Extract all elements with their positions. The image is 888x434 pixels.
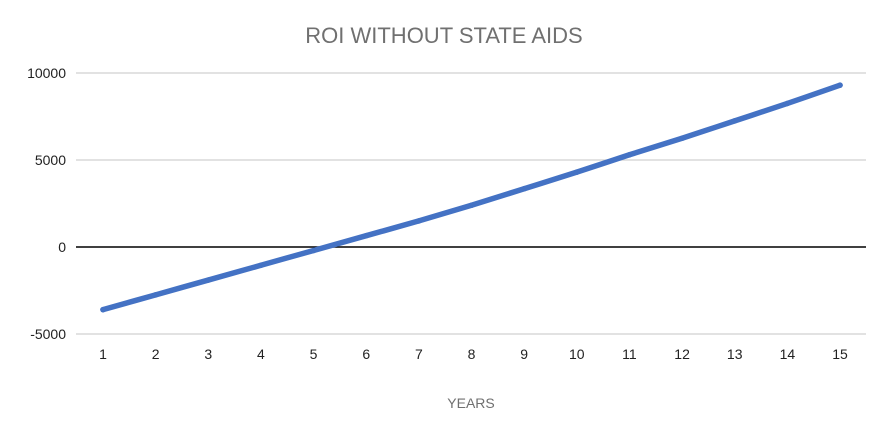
data-point [152, 292, 159, 298]
chart-title: ROI WITHOUT STATE AIDS [305, 23, 582, 48]
x-tick-label: 1 [99, 346, 107, 362]
roi-series-line [100, 82, 843, 313]
y-tick-label: 10000 [27, 65, 66, 81]
data-point [837, 82, 843, 88]
data-point [100, 306, 106, 313]
x-axis-title: YEARS [447, 395, 494, 411]
x-axis-ticks: 1 2 3 4 5 6 7 8 9 10 11 12 13 14 15 [99, 346, 848, 362]
x-tick-label: 3 [204, 346, 212, 362]
x-tick-label: 12 [674, 346, 690, 362]
x-tick-label: 7 [415, 346, 423, 362]
x-tick-label: 10 [569, 346, 585, 362]
y-tick-label: 5000 [35, 152, 66, 168]
x-tick-label: 15 [832, 346, 848, 362]
x-tick-label: 6 [362, 346, 370, 362]
gridlines [76, 72, 866, 335]
data-point [573, 169, 580, 175]
data-point [521, 185, 527, 192]
data-point [416, 218, 422, 224]
data-point [205, 277, 212, 283]
data-point [731, 118, 738, 124]
y-tick-label: -5000 [30, 326, 66, 342]
x-tick-label: 14 [780, 346, 796, 362]
data-point [784, 100, 791, 107]
data-point [626, 151, 633, 158]
x-tick-label: 4 [257, 346, 265, 362]
data-point [310, 247, 317, 254]
x-tick-label: 11 [622, 346, 637, 362]
data-point [258, 262, 264, 269]
data-point [468, 202, 475, 209]
x-tick-label: 2 [152, 346, 160, 362]
series-layer [100, 82, 843, 313]
x-tick-label: 5 [310, 346, 318, 362]
x-tick-label: 9 [520, 346, 528, 362]
y-tick-label: 0 [58, 239, 66, 255]
x-tick-label: 13 [727, 346, 743, 362]
x-tick-label: 8 [468, 346, 476, 362]
data-point [363, 232, 370, 239]
data-point [679, 135, 685, 142]
y-axis-ticks: 10000 5000 0 -5000 [27, 65, 66, 342]
